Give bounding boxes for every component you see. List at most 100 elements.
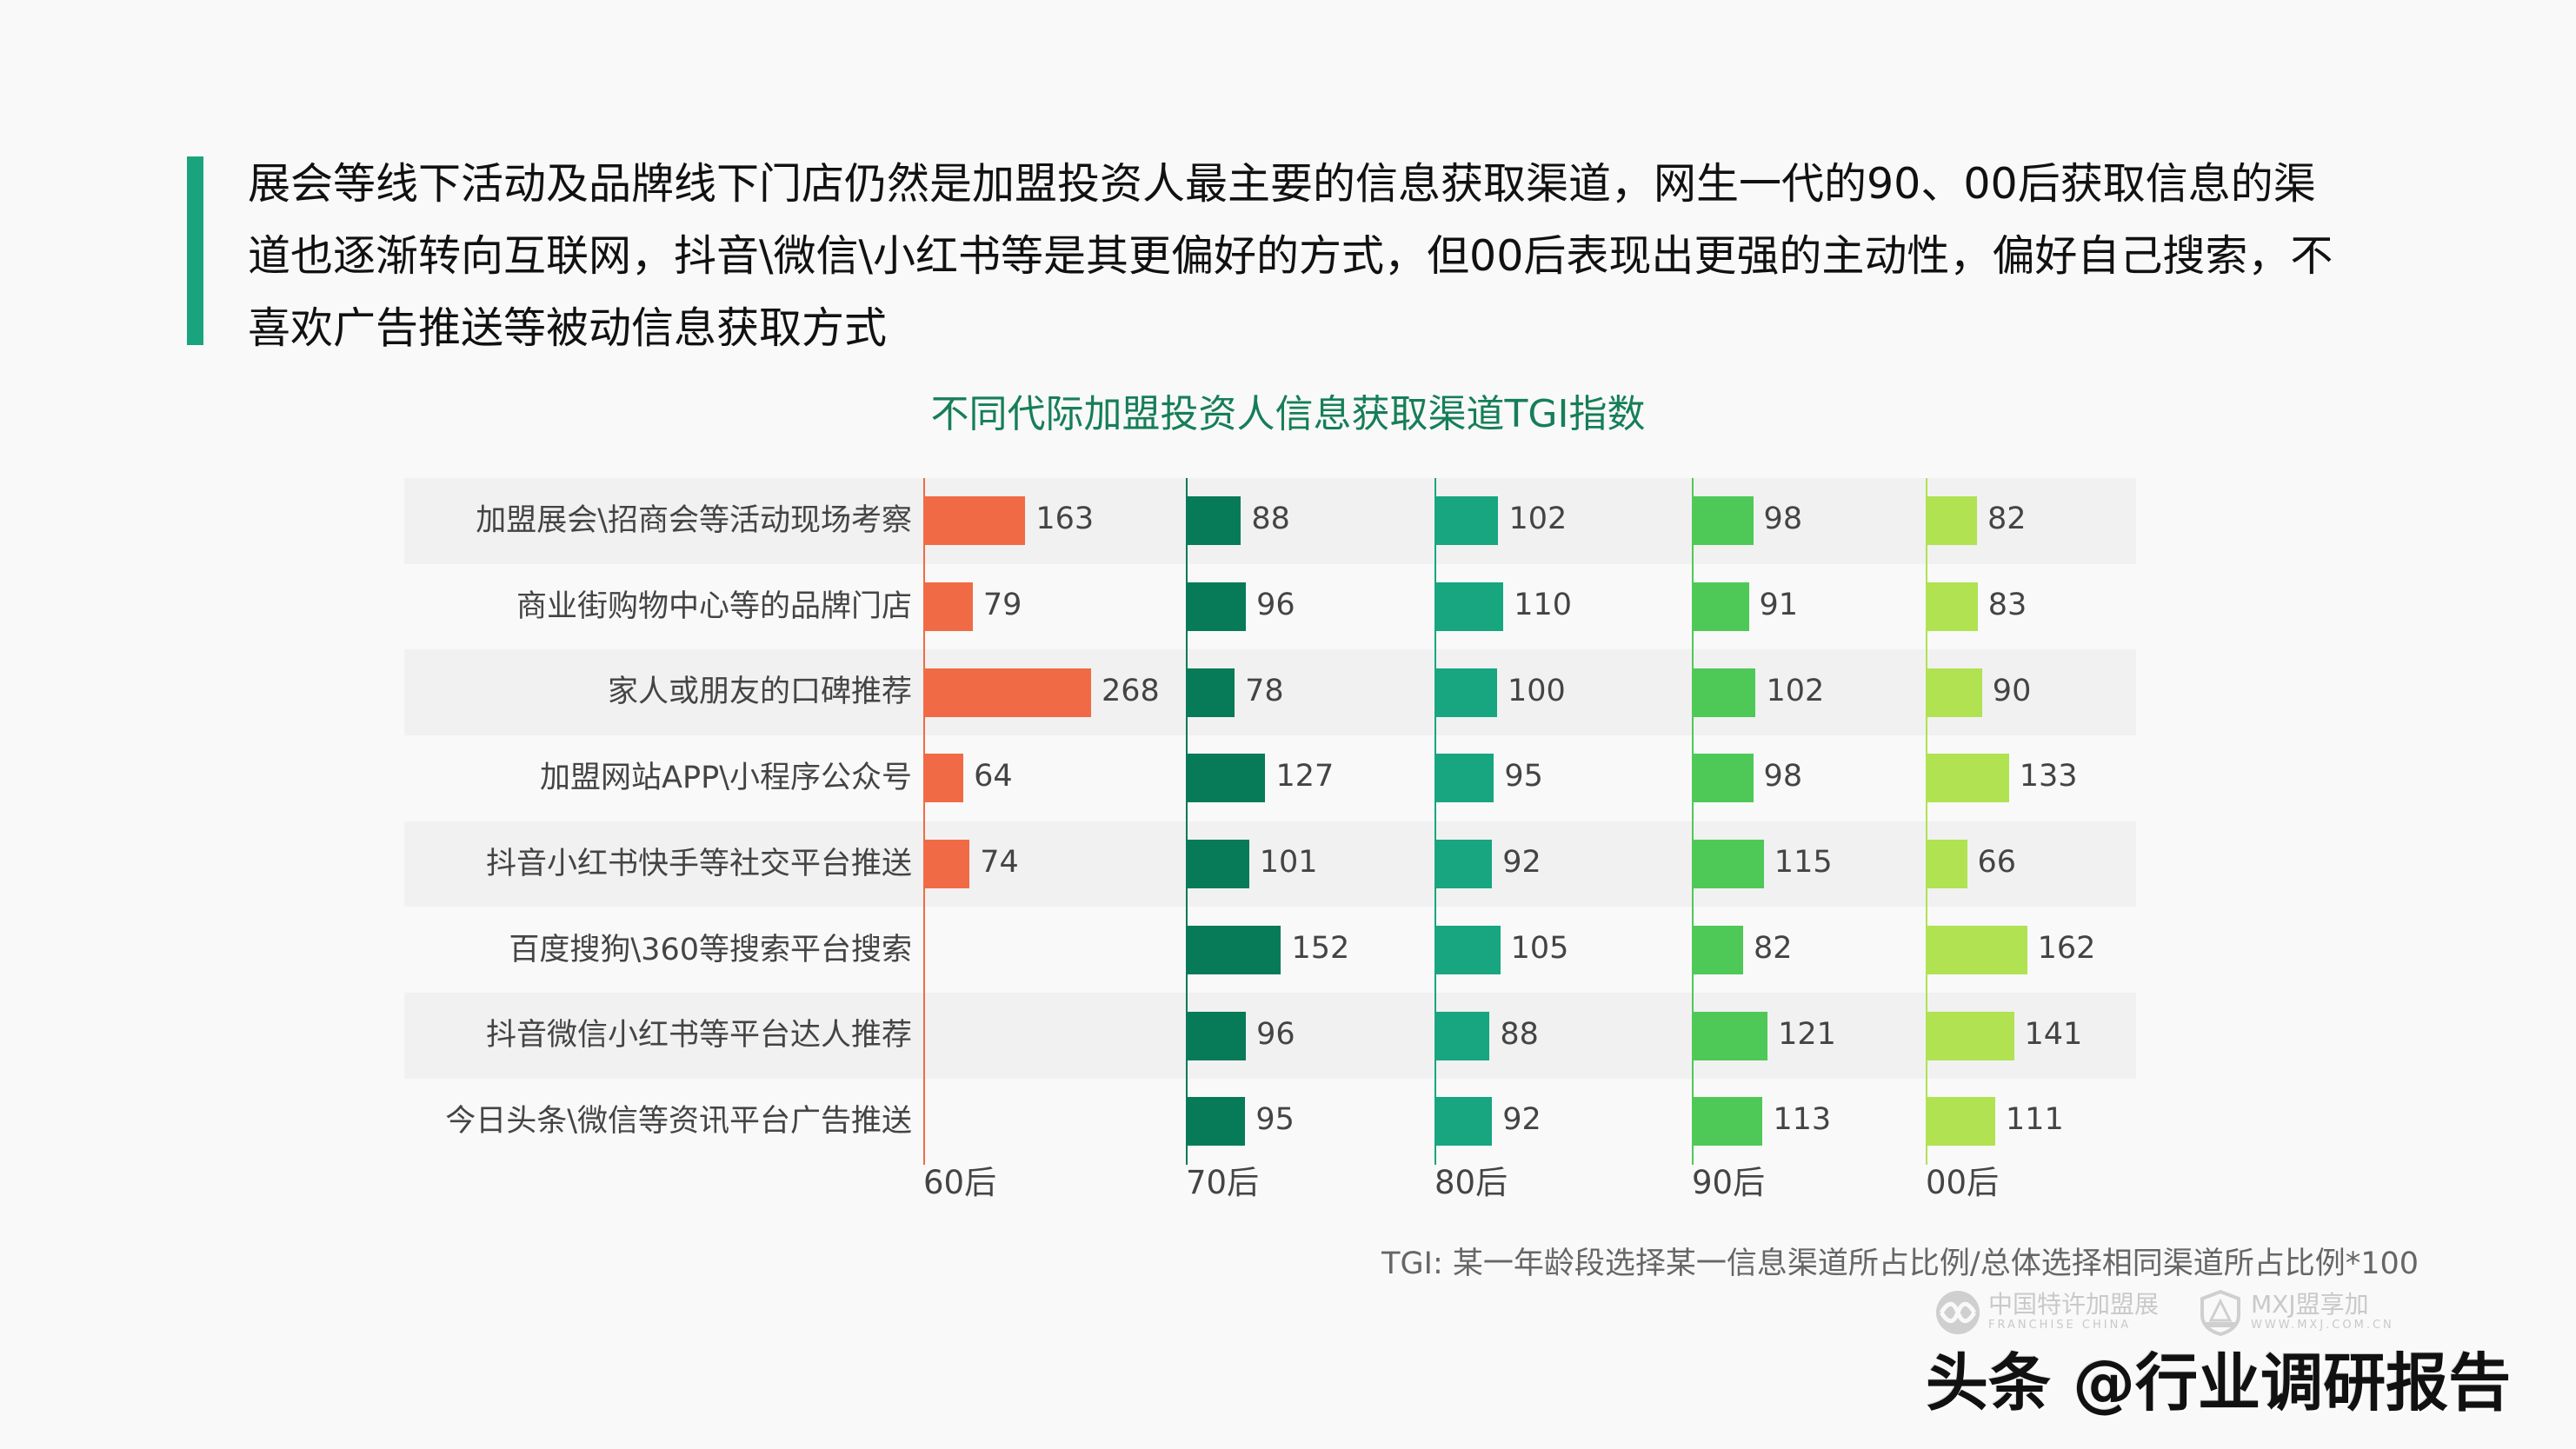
- bar-value-label: 101: [1259, 845, 1318, 881]
- bar: [1926, 1011, 2014, 1060]
- generation-label: 90后: [1692, 1164, 1766, 1201]
- bar-value-label: 92: [1502, 845, 1541, 881]
- generation-label: 00后: [1926, 1164, 2000, 1201]
- bar-value-label: 64: [974, 759, 1013, 794]
- bar-value-label: 98: [1763, 502, 1803, 537]
- tgi-bar-chart: 加盟展会\招商会等活动现场考察商业街购物中心等的品牌门店家人或朋友的口碑推荐加盟…: [404, 478, 2136, 1165]
- bar-value-label: 66: [1977, 845, 2017, 881]
- bar: [1434, 925, 1501, 974]
- bar: [1434, 840, 1493, 889]
- bar: [923, 668, 1091, 717]
- generation-label: 80后: [1434, 1164, 1508, 1201]
- bar-value-label: 88: [1500, 1016, 1539, 1052]
- bar-value-label: 110: [1514, 588, 1572, 623]
- series-axis-line: [1692, 478, 1694, 1165]
- bar: [1692, 840, 1764, 889]
- category-label: 今日头条\微信等资讯平台广告推送: [445, 1103, 912, 1139]
- bar-value-label: 91: [1759, 588, 1799, 623]
- toutiao-watermark: 头条 @行业调研报告: [1926, 1346, 2512, 1419]
- bar: [1434, 1011, 1490, 1060]
- bar: [923, 582, 973, 632]
- chart-title: 不同代际加盟投资人信息获取渠道TGI指数: [930, 392, 1646, 436]
- bar: [1434, 582, 1504, 632]
- series-axis-line: [1434, 478, 1436, 1165]
- chart-row: 百度搜狗\360等搜索平台搜索: [404, 907, 2136, 994]
- bar-value-label: 105: [1510, 930, 1569, 966]
- headline-line: 展会等线下活动及品牌线下门店仍然是加盟投资人最主要的信息获取渠道，网生一代的90…: [248, 159, 2316, 209]
- chart-row: 家人或朋友的口碑推荐: [404, 649, 2136, 736]
- bar-value-label: 133: [2019, 759, 2078, 794]
- bar-value-label: 82: [1987, 502, 2027, 537]
- series-axis-line: [1926, 478, 1927, 1165]
- generation-label: 60后: [923, 1164, 997, 1201]
- bar-value-label: 83: [1987, 588, 2027, 623]
- bar-value-label: 152: [1291, 930, 1350, 966]
- bar-value-label: 127: [1275, 759, 1335, 794]
- bar: [1692, 668, 1756, 717]
- bar: [1926, 582, 1978, 632]
- category-label: 加盟展会\招商会等活动现场考察: [476, 503, 912, 538]
- bar: [1692, 1097, 1763, 1147]
- category-label: 抖音小红书快手等社交平台推送: [485, 846, 912, 881]
- bar-value-label: 74: [980, 845, 1019, 881]
- chart-row: 今日头条\微信等资讯平台广告推送: [404, 1079, 2136, 1165]
- bar: [1186, 1011, 1247, 1060]
- bar-value-label: 92: [1502, 1102, 1541, 1138]
- bar: [923, 840, 970, 889]
- franchise-china-logo-icon: [1936, 1291, 1980, 1334]
- bar-value-label: 115: [1774, 845, 1833, 881]
- bar-value-label: 102: [1766, 673, 1825, 708]
- headline-line: 喜欢广告推送等被动信息获取方式: [248, 303, 888, 353]
- bar: [1692, 496, 1754, 546]
- bar: [1926, 668, 1982, 717]
- bar-value-label: 141: [2024, 1016, 2083, 1052]
- bar: [1692, 1011, 1768, 1060]
- logo1-name: 中国特许加盟展: [1988, 1290, 2160, 1319]
- series-axis-line: [1186, 478, 1188, 1165]
- bar: [1692, 925, 1744, 974]
- bar-value-label: 98: [1763, 759, 1803, 794]
- chart-row: 抖音小红书快手等社交平台推送: [404, 821, 2136, 907]
- bar-value-label: 121: [1778, 1016, 1836, 1052]
- bar-value-label: 78: [1245, 673, 1284, 708]
- chart-row: 商业街购物中心等的品牌门店: [404, 564, 2136, 650]
- bar-value-label: 90: [1992, 673, 2032, 708]
- logo2-sub: WWW.MXJ.COM.CN: [2251, 1319, 2394, 1332]
- logo2-name: MXJ盟享加: [2251, 1290, 2369, 1319]
- tgi-footnote: TGI: 某一年龄段选择某一信息渠道所占比例/总体选择相同渠道所占比例*100: [1381, 1246, 2419, 1281]
- headline: 展会等线下活动及品牌线下门店仍然是加盟投资人最主要的信息获取渠道，网生一代的90…: [248, 148, 2404, 364]
- bar-value-label: 268: [1101, 673, 1160, 708]
- bar: [1434, 754, 1494, 803]
- headline-line: 道也逐渐转向互联网，抖音\微信\小红书等是其更偏好的方式，但00后表现出更强的主…: [248, 231, 2333, 281]
- category-label: 抖音微信小红书等平台达人推荐: [485, 1018, 912, 1054]
- category-label: 家人或朋友的口碑推荐: [607, 675, 912, 710]
- bar: [1186, 925, 1281, 974]
- bar: [1434, 668, 1497, 717]
- bar-value-label: 163: [1035, 502, 1095, 537]
- bar: [923, 754, 964, 803]
- bar-value-label: 100: [1508, 673, 1566, 708]
- franchise-china-watermark: 中国特许加盟展 FRANCHISE CHINA: [1934, 1289, 2159, 1336]
- bar: [923, 496, 1026, 546]
- bar: [1186, 582, 1247, 632]
- chart-row: 加盟网站APP\小程序公众号: [404, 735, 2136, 821]
- bar: [1186, 1097, 1246, 1147]
- category-label: 商业街购物中心等的品牌门店: [516, 588, 912, 624]
- bar-value-label: 96: [1256, 1016, 1295, 1052]
- bar-value-label: 79: [982, 588, 1022, 623]
- bar-value-label: 111: [2005, 1102, 2064, 1138]
- mxj-shield-logo-icon: [2200, 1289, 2240, 1336]
- bar-value-label: 102: [1508, 502, 1568, 537]
- accent-bar: [187, 156, 203, 345]
- bar: [1692, 754, 1754, 803]
- bar: [1926, 840, 1967, 889]
- bar: [1186, 840, 1249, 889]
- bar-value-label: 95: [1255, 1102, 1295, 1138]
- bar-value-label: 88: [1251, 502, 1290, 537]
- bar: [1926, 754, 2009, 803]
- category-label: 加盟网站APP\小程序公众号: [540, 761, 912, 796]
- category-label: 百度搜狗\360等搜索平台搜索: [509, 932, 912, 967]
- bar: [1186, 496, 1241, 546]
- bar: [1926, 496, 1978, 546]
- bar: [1692, 582, 1749, 632]
